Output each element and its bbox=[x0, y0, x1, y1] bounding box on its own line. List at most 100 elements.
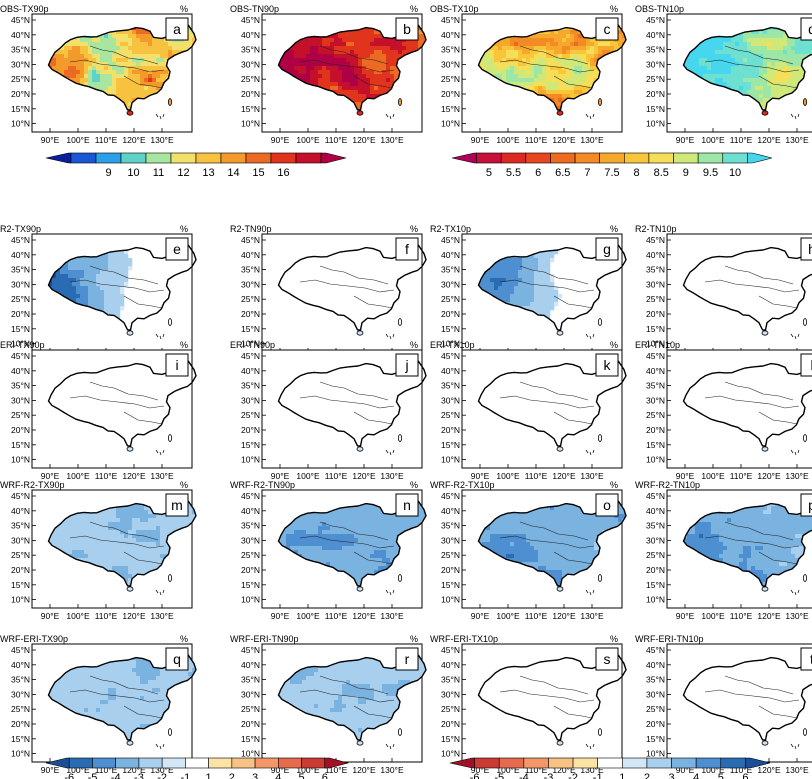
lat-tick-label: 35°N bbox=[11, 265, 30, 275]
lat-tick-label: 45°N bbox=[11, 235, 30, 245]
lat-tick-label: 35°N bbox=[646, 675, 665, 685]
lat-tick-label: 40°N bbox=[441, 660, 460, 670]
map-panel: WRF-R2-TN90p % n 45°N 40°N 35°N 30°N 25°N 20°N 15… bbox=[230, 480, 427, 621]
panel-unit: % bbox=[610, 4, 618, 14]
lon-tick-label: 120°E bbox=[552, 135, 576, 145]
colorbar-label: 4 bbox=[693, 772, 699, 779]
lon-tick-label: 90°E bbox=[676, 471, 695, 481]
lat-tick-label: 25°N bbox=[241, 74, 260, 84]
lat-tick-label: 15°N bbox=[441, 104, 460, 114]
map-panel: ERI-TX10p % k 45°N 40°N 35°N 30°N 25°N 20°N 15°N 1… bbox=[430, 340, 627, 481]
map-frame bbox=[666, 233, 812, 353]
lat-tick-label: 30°N bbox=[646, 689, 665, 699]
panel-title: R2-TX90p bbox=[0, 224, 41, 234]
colorbar-swatch bbox=[646, 757, 672, 769]
panel-letter: q bbox=[173, 651, 181, 667]
hainan-island bbox=[761, 330, 769, 336]
lon-tick-label: 100°E bbox=[496, 471, 520, 481]
lon-tick-label: 120°E bbox=[757, 611, 781, 621]
china-outline bbox=[47, 24, 197, 111]
lat-tick-label: 10°N bbox=[11, 595, 30, 605]
colorbar-label: 9.5 bbox=[703, 167, 718, 179]
map-panel: WRF-R2-TX90p % m 45°N 40°N 35°N 30°N 25°N 20°N 15… bbox=[0, 480, 197, 621]
colorbar-label: 5 bbox=[298, 772, 304, 779]
panel-letter-box bbox=[800, 493, 812, 517]
panel-letter: m bbox=[171, 497, 183, 513]
lon-tick-label: 120°E bbox=[352, 611, 376, 621]
lat-tick-label: 10°N bbox=[241, 119, 260, 129]
lat-tick-label: 10°N bbox=[241, 455, 260, 465]
lat-tick-label: 40°N bbox=[241, 660, 260, 670]
lat-tick-label: 35°N bbox=[11, 45, 30, 55]
lat-tick-label: 40°N bbox=[441, 30, 460, 40]
lat-tick-label: 15°N bbox=[646, 580, 665, 590]
lon-tick-label: 90°E bbox=[271, 135, 290, 145]
panel-title: R2-TN10p bbox=[635, 224, 677, 234]
hainan-island bbox=[761, 446, 769, 452]
lat-tick-label: 30°N bbox=[11, 535, 30, 545]
lat-tick-label: 15°N bbox=[241, 734, 260, 744]
lat-tick-label: 40°N bbox=[646, 30, 665, 40]
lat-tick-label: 30°N bbox=[441, 59, 460, 69]
china-outline bbox=[477, 24, 627, 111]
taiwan-island bbox=[597, 434, 602, 442]
lat-tick-label: 30°N bbox=[441, 395, 460, 405]
china-outline bbox=[47, 654, 197, 741]
colorbar-label: 9 bbox=[683, 167, 689, 179]
colorbar-label: 2 bbox=[229, 772, 235, 779]
map-panel: R2-TX10p % g 45°N 40°N 35°N 30°N 25°N 20°N 15°N 10… bbox=[430, 224, 627, 365]
colorbar-swatch bbox=[270, 152, 297, 164]
map-panel: WRF-ERI-TN90p %r 45°N 40°N 35°N 30°N 25°N 20°N 1… bbox=[230, 634, 427, 775]
colorbar-swatch bbox=[548, 757, 574, 769]
lat-tick-label: 20°N bbox=[241, 565, 260, 575]
lat-tick-label: 35°N bbox=[241, 381, 260, 391]
panel-title: ERI-TN90p bbox=[230, 340, 275, 350]
lon-tick-label: 110°E bbox=[730, 765, 753, 775]
lat-tick-label: 30°N bbox=[241, 395, 260, 405]
lat-tick-label: 35°N bbox=[441, 521, 460, 531]
map-panel: OBS-TN10p%d45°N40°N35°N30°N25°N20°N15°N1… bbox=[635, 4, 812, 145]
lat-tick-label: 15°N bbox=[646, 734, 665, 744]
colorbar-swatch bbox=[599, 152, 625, 164]
lat-tick-label: 45°N bbox=[646, 645, 665, 655]
lat-tick-label: 45°N bbox=[646, 235, 665, 245]
panel-title: WRF-ERI-TX90p bbox=[0, 634, 68, 644]
lat-tick-label: 15°N bbox=[441, 734, 460, 744]
lon-tick-label: 120°E bbox=[552, 611, 576, 621]
lon-tick-label: 110°E bbox=[525, 471, 548, 481]
panel-unit: % bbox=[410, 340, 418, 350]
lon-tick-label: 110°E bbox=[95, 471, 118, 481]
lon-tick-label: 90°E bbox=[471, 471, 490, 481]
lat-tick-label: 20°N bbox=[11, 425, 30, 435]
map-area: p 45°N 40°N 35°N 30°N 25°N 20°N 15°N 10°N 90°E 100… bbox=[646, 489, 812, 621]
taiwan-island bbox=[167, 574, 172, 582]
hainan-island bbox=[126, 740, 134, 746]
lat-tick-label: 10°N bbox=[441, 455, 460, 465]
lon-tick-label: 110°E bbox=[325, 765, 348, 775]
panel-title: WRF-R2-TN10p bbox=[635, 480, 700, 490]
lat-tick-label: 25°N bbox=[441, 704, 460, 714]
colorbar-label: -5 bbox=[88, 772, 98, 779]
lon-tick-label: 130°E bbox=[785, 471, 809, 481]
taiwan-island bbox=[597, 98, 602, 106]
panel-letter: o bbox=[603, 497, 611, 513]
map-panel: ERI-TN10p%l45°N40°N35°N30°N25°N20°N15°N1… bbox=[635, 340, 812, 481]
lat-tick-label: 20°N bbox=[11, 565, 30, 575]
panel-unit: % bbox=[410, 634, 418, 644]
colorbar-swatch bbox=[145, 152, 172, 164]
panel-unit: % bbox=[180, 634, 188, 644]
lat-tick-label: 45°N bbox=[241, 491, 260, 501]
lat-tick-label: 45°N bbox=[241, 645, 260, 655]
colorbar-swatch bbox=[597, 757, 623, 769]
colorbar-swatch bbox=[673, 152, 699, 164]
colorbar-label: -1 bbox=[180, 772, 190, 779]
panel-title: ERI-TX90p bbox=[0, 340, 45, 350]
lon-tick-label: 90°E bbox=[41, 135, 60, 145]
lat-tick-label: 35°N bbox=[646, 45, 665, 55]
lat-tick-label: 10°N bbox=[441, 749, 460, 759]
lon-tick-label: 100°E bbox=[496, 135, 520, 145]
panel-letter: n bbox=[403, 497, 411, 513]
map-field bbox=[682, 362, 812, 456]
china-outline bbox=[682, 362, 812, 447]
lon-tick-label: 110°E bbox=[525, 611, 548, 621]
